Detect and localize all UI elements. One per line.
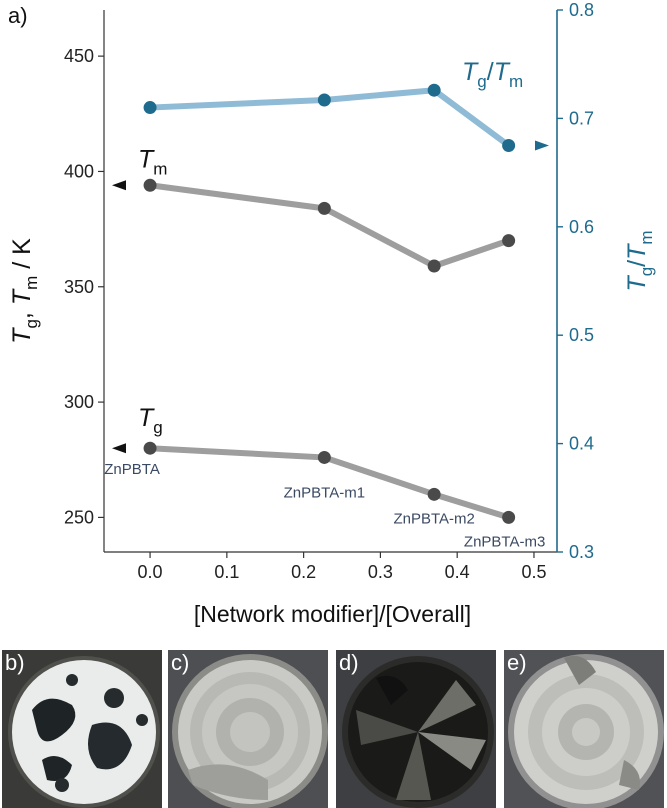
data-point (502, 139, 516, 152)
point-label: ZnPBTA-m2 (393, 510, 474, 527)
data-point (502, 234, 516, 248)
right-tick-label: 0.8 (569, 0, 594, 20)
photo-strip: b) c) d) (0, 650, 667, 808)
right-axis-label: Tg/Tm (623, 230, 656, 291)
photo-e: e) (504, 650, 664, 808)
data-point (317, 450, 331, 464)
data-point (317, 93, 331, 107)
left-tick-label: 400 (64, 161, 94, 181)
photo-e-image (504, 650, 664, 808)
right-tick-label: 0.6 (569, 217, 594, 237)
x-tick-label: 0.5 (521, 562, 546, 582)
photo-b: b) (2, 650, 162, 808)
photo-b-image (2, 650, 162, 808)
photo-c-label: c) (171, 650, 190, 675)
data-point (427, 487, 441, 501)
photo-e-label: e) (507, 650, 527, 675)
photo-c-image (168, 650, 328, 808)
series-label-tm: Tm (138, 145, 167, 178)
data-point (143, 101, 157, 115)
photo-b-label: b) (5, 650, 25, 675)
right-tick-label: 0.5 (569, 325, 594, 345)
data-point (143, 441, 157, 455)
point-label: ZnPBTA-m1 (284, 484, 365, 501)
x-tick-label: 0.4 (445, 562, 470, 582)
left-axis-arrow-tg (112, 443, 126, 454)
point-label: ZnPBTA-m3 (464, 533, 545, 550)
x-tick-label: 0.3 (368, 562, 393, 582)
photo-c: c) (168, 650, 328, 808)
left-tick-label: 450 (64, 46, 94, 66)
data-point (317, 201, 331, 215)
data-point (427, 259, 441, 273)
data-point (143, 178, 157, 192)
left-tick-label: 250 (64, 507, 94, 527)
panel-label: a) (8, 3, 28, 28)
right-axis-arrow (535, 140, 549, 151)
series-line (147, 87, 512, 149)
series-label-ratio: Tg/Tm (462, 58, 523, 91)
left-axis-label: Tg, Tm / K (8, 238, 41, 344)
data-point (502, 510, 516, 524)
left-tick-label: 300 (64, 392, 94, 412)
data-point (427, 83, 441, 97)
series-line (147, 445, 512, 521)
series-label-tg: Tg (138, 404, 163, 437)
photo-d-image (336, 650, 496, 808)
point-label: ZnPBTA (104, 461, 160, 478)
left-tick-label: 350 (64, 277, 94, 297)
x-axis-label: [Network modifier]/[Overall] (194, 601, 471, 627)
photo-d: d) (336, 650, 496, 808)
right-tick-label: 0.4 (569, 434, 594, 454)
series-line (147, 182, 512, 270)
right-tick-label: 0.3 (569, 542, 594, 562)
x-tick-label: 0.2 (291, 562, 316, 582)
x-tick-label: 0.0 (138, 562, 163, 582)
x-tick-label: 0.1 (214, 562, 239, 582)
right-tick-label: 0.7 (569, 108, 594, 128)
left-axis-arrow-tm (112, 180, 126, 191)
photo-d-label: d) (339, 650, 359, 675)
tg-tm-chart: 0.0 0.1 0.2 0.3 0.4 0.5 [Network modifier]/[Ov… (8, 0, 656, 627)
